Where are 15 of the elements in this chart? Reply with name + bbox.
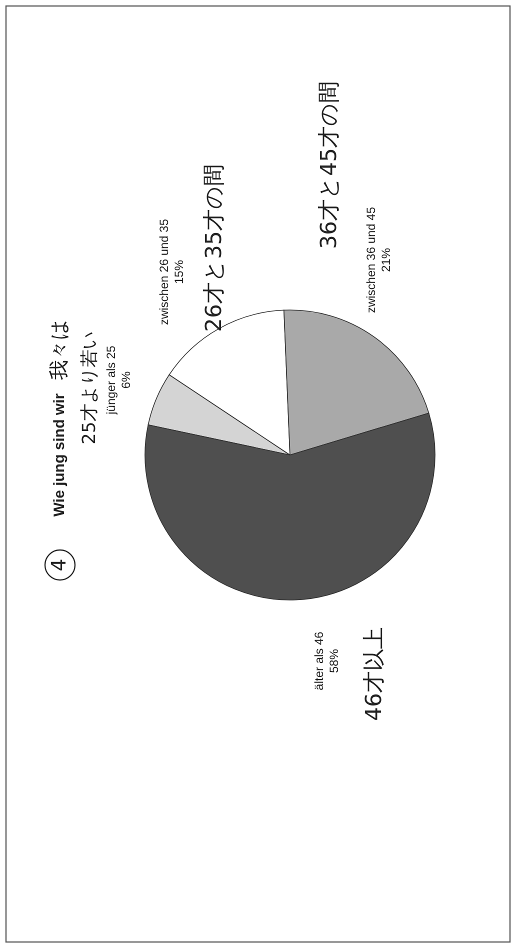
slice-label: zwischen 36 und 45 [364,206,378,314]
text: 我々は [46,320,70,380]
slice-label: älter als 46 [312,631,326,690]
text: 25才より若い [78,332,100,444]
data-label: 6% [119,371,134,389]
slice-label: jünger als 25 [104,345,118,416]
text: 4 [46,558,70,572]
text: 46才以上 [362,627,388,721]
data-label: 21% [379,248,394,272]
text: 36才と45才の間 [317,81,342,249]
text: 26才と35才の間 [202,164,228,332]
data-label: 15% [172,260,186,284]
slice-label: zwischen 26 und 35 [157,218,172,326]
data-label: 58% [327,648,342,674]
text: Wie jung sind wir [50,393,68,517]
